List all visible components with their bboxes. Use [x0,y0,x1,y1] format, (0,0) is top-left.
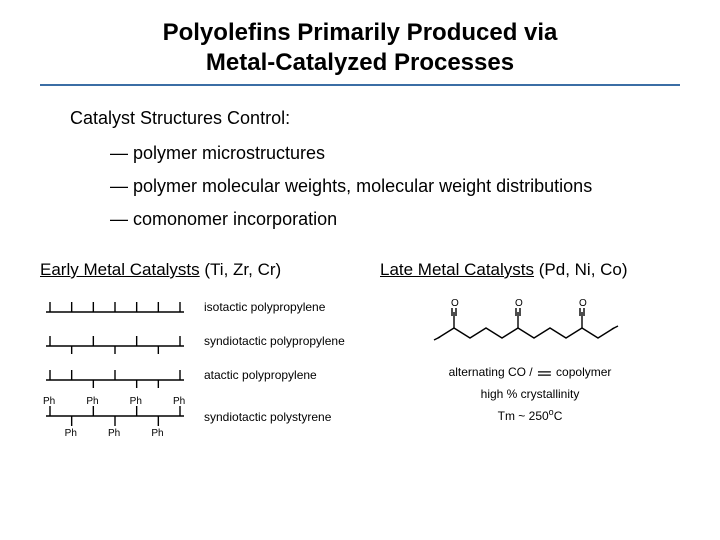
bullet-item: — polymer microstructures [110,143,690,164]
polymer-label: syndiotactic polystyrene [204,410,331,424]
co-polymer-structure-icon: O O O [430,298,630,354]
svg-text:O: O [515,298,523,309]
title-divider [40,84,680,86]
title-line-1: Polyolefins Primarily Produced via [163,19,558,46]
right-heading: Late Metal Catalysts (Pd, Ni, Co) [380,260,680,280]
co-caption-suffix: copolymer [553,365,612,379]
svg-text:O: O [579,298,587,309]
lead-text: Catalyst Structures Control: [70,108,690,129]
svg-text:O: O [451,298,459,309]
polymer-structure-icon [40,328,190,354]
tm-unit: C [554,409,563,423]
left-heading-rest: (Ti, Zr, Cr) [200,260,282,279]
polymer-row: syndiotactic polypropylene [40,328,360,354]
svg-text:Ph: Ph [65,428,77,438]
alkene-double-bond-icon: ═ [536,363,553,383]
svg-text:Ph: Ph [130,396,142,407]
right-heading-underlined: Late Metal Catalysts [380,260,534,279]
co-tm: Tm ~ 250oC [498,407,563,423]
bullet-item: — comonomer incorporation [110,209,690,230]
svg-text:Ph: Ph [43,396,55,407]
left-heading-underlined: Early Metal Catalysts [40,260,200,279]
svg-text:Ph: Ph [151,428,163,438]
left-column: Early Metal Catalysts (Ti, Zr, Cr) isota… [40,260,360,446]
right-column: Late Metal Catalysts (Pd, Ni, Co) [380,260,680,446]
polymer-structure-icon: Ph Ph Ph Ph Ph Ph Ph [40,396,190,438]
co-caption: alternating CO / ═ copolymer [449,360,612,381]
svg-text:Ph: Ph [108,428,120,438]
polymer-label: atactic polypropylene [204,368,317,382]
co-crystallinity: high % crystallinity [481,387,580,401]
polymer-structure-icon [40,294,190,320]
title-line-2: Metal-Catalyzed Processes [206,49,514,76]
polymer-label: syndiotactic polypropylene [204,334,345,348]
svg-text:Ph: Ph [173,396,185,407]
polymer-label: isotactic polypropylene [204,300,325,314]
slide-title: Polyolefins Primarily Produced via Metal… [30,18,690,78]
columns: Early Metal Catalysts (Ti, Zr, Cr) isota… [30,260,690,446]
polymer-row: atactic polypropylene [40,362,360,388]
co-polymer-block: O O O alternating CO / ═ copolymer high … [380,298,680,423]
right-heading-rest: (Pd, Ni, Co) [534,260,628,279]
bullet-item: — polymer molecular weights, molecular w… [110,176,690,197]
co-caption-prefix: alternating CO / [449,365,536,379]
polymer-row: isotactic polypropylene [40,294,360,320]
tm-value: Tm ~ 250 [498,409,549,423]
bullet-list: — polymer microstructures — polymer mole… [110,143,690,230]
svg-text:Ph: Ph [86,396,98,407]
polymer-row: Ph Ph Ph Ph Ph Ph Ph syndiotactic polystyrene [40,396,360,438]
left-heading: Early Metal Catalysts (Ti, Zr, Cr) [40,260,360,280]
polymer-structure-icon [40,362,190,388]
